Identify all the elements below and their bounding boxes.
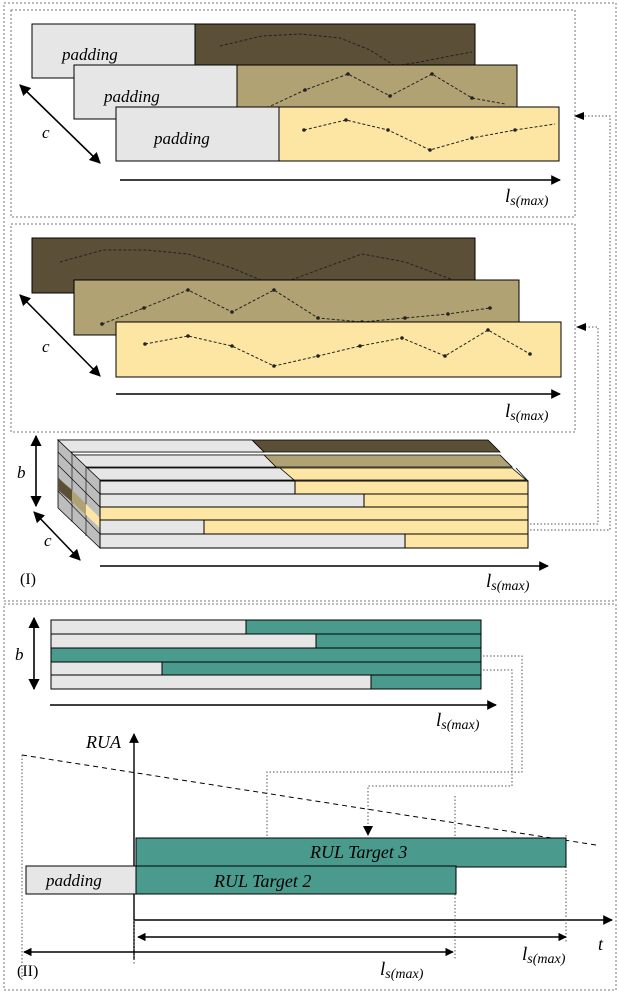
tensor-row-2-pad	[99, 493, 365, 508]
padded-panel-frame	[10, 9, 576, 218]
tensor-row-4-pad	[99, 519, 205, 535]
part-two-frame	[3, 603, 617, 991]
target-row-1-seq	[245, 619, 482, 635]
tensor-row-2-seq	[363, 493, 529, 508]
target-row-5-seq	[370, 674, 482, 690]
sequence-block-light	[278, 106, 560, 162]
time-axis-label: t	[598, 934, 604, 954]
target-row-1-pad	[50, 619, 247, 635]
c-label-1: c	[42, 123, 50, 142]
padded-sequences-panel: padding padding padding c ls(max)	[10, 9, 576, 218]
c-label-3: c	[44, 531, 52, 550]
tensor-row-1-pad	[99, 480, 296, 495]
timeline: RUA t RUL Target 3 padding RUL Target 2 …	[17, 732, 613, 982]
raw-line-light	[144, 329, 531, 367]
part-two-label: (II)	[17, 963, 38, 980]
c-label-2: c	[42, 337, 50, 356]
length-label-4: ls(max)	[436, 710, 480, 733]
tensor-row-5-pad	[99, 533, 406, 549]
raw-panel-frame	[10, 223, 576, 433]
raw-block-light	[115, 321, 562, 378]
rua-decline-line	[21, 754, 597, 846]
tensor-side-accent-light	[86, 504, 100, 528]
raw-sequences-panel: c ls(max)	[10, 223, 576, 433]
target-batch: b ls(max)	[15, 616, 497, 733]
target-row-3-seq	[50, 647, 482, 663]
padding-bar	[25, 865, 137, 895]
b-label-1: b	[17, 463, 26, 482]
target-row-2-pad	[50, 633, 317, 649]
tensor-side-accent-dark	[58, 478, 72, 502]
tensor-row-1-seq	[294, 480, 529, 495]
padding-label-3: padding	[153, 129, 210, 148]
target-row-2-seq	[315, 633, 482, 649]
b-label-2: b	[15, 645, 24, 664]
target-connectors	[266, 655, 523, 852]
tensor-row-5-seq	[404, 533, 529, 549]
rul-target-3-bar	[135, 837, 567, 868]
rua-label: RUA	[85, 732, 122, 752]
tensor-side-accent-mid	[72, 490, 86, 515]
target-row-4-pad	[50, 661, 163, 676]
batch-tensor: b c ls(max) (I)	[17, 434, 549, 594]
rul-target-3-label: RUL Target 3	[309, 842, 407, 862]
target-row-4-seq	[161, 661, 482, 676]
length-label-5: ls(max)	[522, 944, 566, 967]
padding-label-2: padding	[103, 87, 160, 106]
c-arrow-3	[33, 511, 81, 561]
sequence-line-dark	[219, 33, 473, 67]
c-arrow-1	[19, 84, 101, 164]
length-label-2: ls(max)	[505, 401, 549, 424]
padding-label-1: padding	[61, 45, 118, 64]
part-one-label: (I)	[20, 571, 36, 588]
tensor-top-pad-dark	[57, 439, 265, 453]
target-row-5-pad	[50, 674, 372, 690]
rul-target-2-label: RUL Target 2	[213, 871, 311, 891]
length-label-1: ls(max)	[505, 186, 549, 209]
tensor-top-pad-mid	[69, 454, 277, 468]
length-label-3: ls(max)	[486, 571, 530, 594]
raw-line-mid	[101, 289, 491, 325]
c-arrow-2	[19, 294, 101, 377]
tensor-top-pad-light	[80, 467, 296, 481]
length-label-6: ls(max)	[380, 959, 424, 982]
tensor-row-3-seq	[99, 506, 529, 521]
tensor-feed-connectors	[530, 115, 611, 531]
rul-target-2-bar	[135, 865, 457, 895]
part-one-frame	[3, 2, 617, 602]
tensor-row-4-seq	[203, 519, 529, 535]
padding-bar-label: padding	[45, 871, 102, 890]
